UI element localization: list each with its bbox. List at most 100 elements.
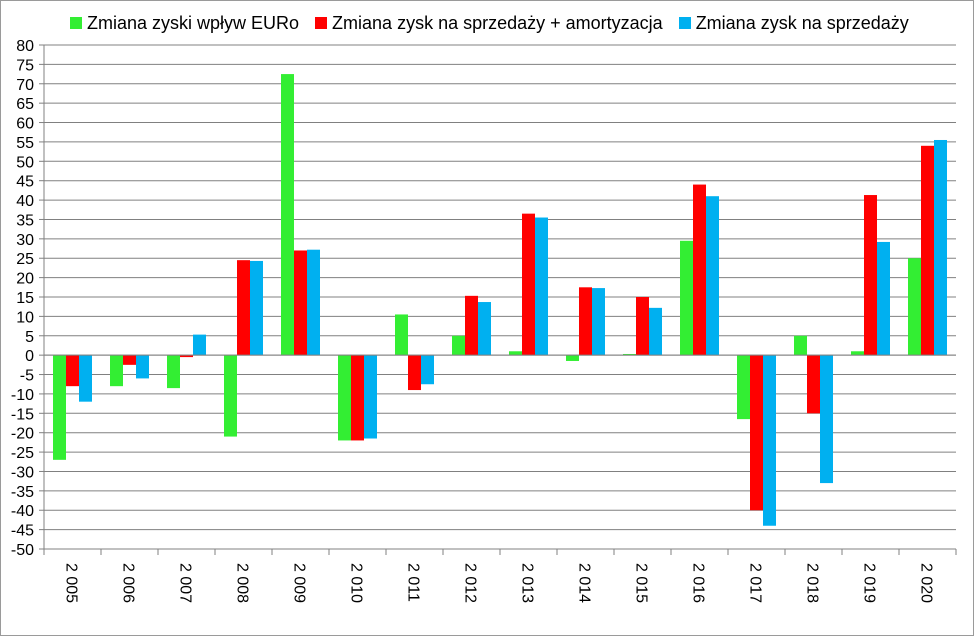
- y-tick-label: 0: [25, 348, 34, 365]
- y-tick-label: -25: [11, 445, 34, 462]
- bar: [478, 302, 491, 356]
- x-tick-label: 2 019: [861, 563, 878, 603]
- x-tick-label: 2 010: [348, 563, 365, 603]
- bar: [338, 355, 351, 441]
- bar: [737, 355, 750, 420]
- bar: [79, 355, 92, 402]
- legend-swatch: [70, 17, 82, 29]
- y-tick-label: 10: [16, 309, 34, 326]
- legend-item: Zmiana zysk na sprzedaży: [678, 12, 909, 34]
- bar: [566, 355, 579, 361]
- x-tick-label: 2 011: [405, 563, 422, 602]
- x-tick-label: 2 005: [63, 563, 80, 603]
- y-tick-label: -40: [11, 503, 34, 520]
- x-tick-label: 2 014: [576, 563, 593, 603]
- bar: [294, 250, 307, 356]
- legend-label: Zmiana zysk na sprzedaży + amortyzacja: [332, 12, 663, 33]
- bar: [864, 195, 877, 356]
- y-tick-label: -50: [11, 542, 34, 559]
- bar: [123, 355, 136, 365]
- bar: [193, 334, 206, 356]
- y-tick-label: 80: [16, 38, 34, 55]
- y-tick-label: 20: [16, 271, 34, 288]
- legend-label: Zmiana zysk na sprzedaży: [695, 12, 909, 33]
- legend-item: Zmiana zyski wpływ EURo: [70, 13, 299, 34]
- y-tick-label: -15: [11, 406, 34, 423]
- bar: [921, 145, 934, 356]
- bar: [579, 287, 592, 356]
- legend-swatch: [678, 17, 691, 29]
- y-tick-label: 35: [16, 212, 34, 229]
- x-tick-label: 2 020: [918, 563, 935, 603]
- y-tick-label: 75: [16, 57, 34, 74]
- bar: [693, 184, 706, 356]
- bar: [820, 355, 833, 484]
- y-tick-label: 65: [16, 96, 34, 113]
- bar: [180, 355, 193, 358]
- legend-label: Zmiana zyski wpływ EURo: [87, 12, 300, 33]
- y-tick-label: -45: [11, 523, 34, 540]
- y-tick-label: 30: [16, 232, 34, 249]
- bar: [250, 260, 263, 356]
- x-tick-label: 2 013: [519, 563, 536, 603]
- bar: [934, 139, 947, 356]
- bar: [452, 335, 465, 356]
- y-tick-label: -35: [11, 484, 34, 501]
- x-tick-label: 2 018: [804, 563, 821, 603]
- y-tick-label: 15: [16, 290, 34, 307]
- bar: [592, 288, 605, 356]
- bar: [351, 355, 364, 441]
- legend: Zmiana zyski wpływ EURo Zmiana zysk na sp…: [70, 10, 925, 36]
- y-tick-label: -30: [11, 464, 34, 481]
- bar: [794, 335, 807, 356]
- bar: [877, 241, 890, 356]
- x-tick-label: 2 016: [690, 563, 707, 603]
- bar: [408, 355, 421, 391]
- bar: [807, 355, 820, 414]
- bar: [224, 355, 237, 437]
- bar: [465, 295, 478, 356]
- y-tick-label: -10: [11, 387, 34, 404]
- x-tick-label: 2 006: [120, 563, 137, 603]
- bar: [395, 314, 408, 356]
- bar: [750, 355, 763, 511]
- bar: [136, 355, 149, 379]
- x-tick-label: 2 009: [291, 563, 308, 603]
- bar: [649, 307, 662, 356]
- y-tick-label: 70: [16, 77, 34, 94]
- x-tick-label: 2 017: [747, 563, 764, 603]
- y-tick-label: 40: [16, 193, 34, 210]
- bar: [636, 297, 649, 356]
- bar: [706, 196, 719, 356]
- bar: [763, 355, 776, 526]
- bar: [237, 260, 250, 356]
- y-tick-label: -5: [20, 368, 34, 385]
- bar: [110, 355, 123, 387]
- bar: [680, 240, 693, 356]
- x-tick-label: 2 007: [177, 563, 194, 603]
- x-tick-label: 2 015: [633, 563, 650, 603]
- bar: [908, 258, 921, 356]
- y-tick-label: 50: [16, 154, 34, 171]
- bar: [535, 217, 548, 356]
- legend-item: Zmiana zysk na sprzedaży + amortyzacja: [315, 13, 663, 34]
- y-tick-label: 55: [16, 135, 34, 152]
- bar: [307, 249, 320, 356]
- y-tick-label: 60: [16, 116, 34, 133]
- bar: [522, 213, 535, 356]
- bar: [53, 355, 66, 460]
- bar: [509, 351, 522, 356]
- bar: [167, 355, 180, 389]
- bar: [66, 355, 79, 387]
- bar: [421, 355, 434, 385]
- bar: [851, 351, 864, 356]
- y-tick-label: 25: [16, 251, 34, 268]
- y-tick-label: -20: [11, 426, 34, 443]
- bar: [281, 74, 294, 356]
- bar: [364, 355, 377, 439]
- y-tick-label: 45: [16, 174, 34, 191]
- x-tick-label: 2 012: [462, 563, 479, 603]
- x-tick-label: 2 008: [234, 563, 251, 603]
